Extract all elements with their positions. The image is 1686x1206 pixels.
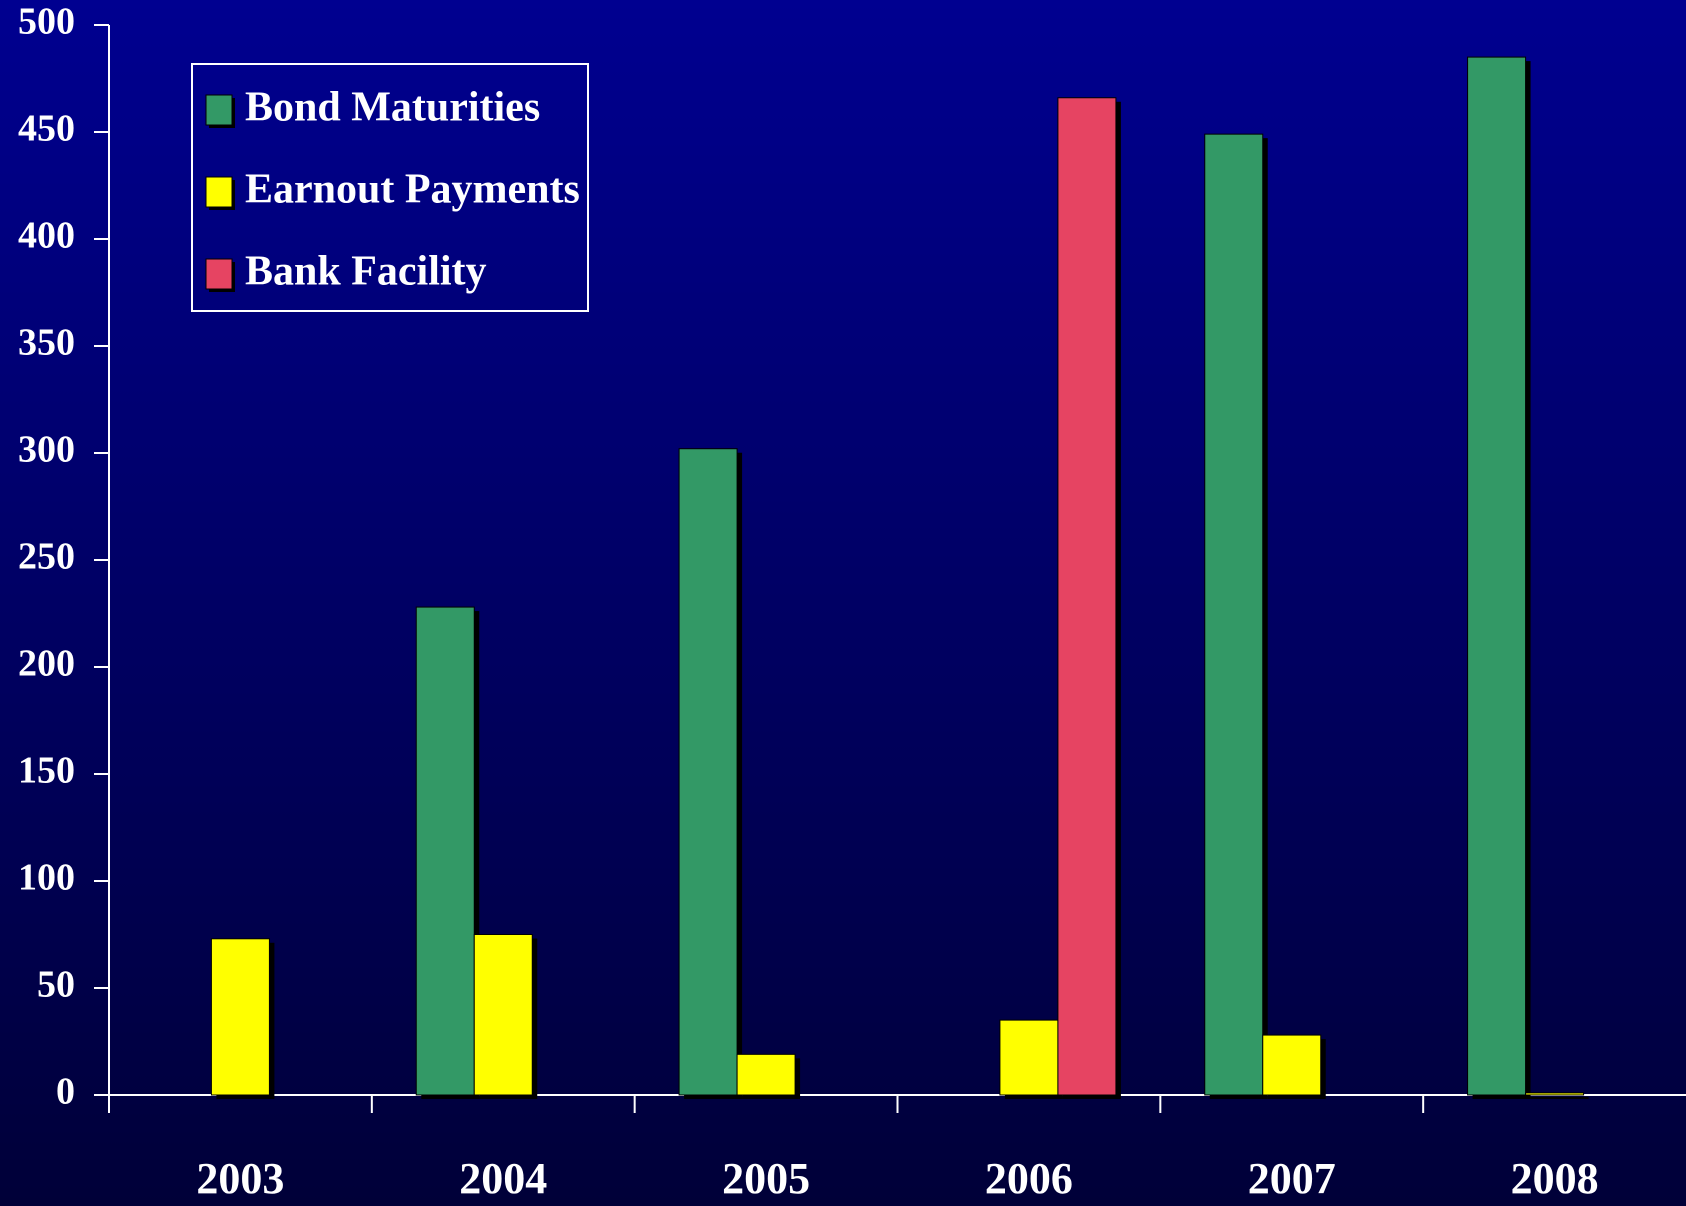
bar — [999, 1019, 1059, 1096]
y-tick-label: 200 — [18, 643, 75, 685]
bar — [678, 448, 738, 1096]
bar — [210, 938, 270, 1096]
y-tick-label: 150 — [18, 750, 75, 792]
y-tick-label: 50 — [37, 964, 75, 1006]
y-tick-label: 400 — [18, 215, 75, 257]
legend-swatch — [205, 176, 233, 208]
x-tick-label: 2007 — [1248, 1154, 1336, 1203]
x-tick-label: 2004 — [459, 1154, 547, 1203]
bar — [1204, 133, 1264, 1096]
legend-label: Bank Facility — [245, 249, 487, 295]
y-tick-label: 500 — [18, 1, 75, 43]
y-tick-label: 0 — [56, 1071, 75, 1113]
bar — [1057, 97, 1117, 1096]
x-tick-label: 2008 — [1511, 1154, 1599, 1203]
bar — [1262, 1034, 1322, 1096]
legend-box — [191, 63, 589, 312]
bar — [736, 1053, 796, 1096]
legend-swatch — [205, 94, 233, 126]
legend-swatch — [205, 258, 233, 290]
bar — [1467, 56, 1527, 1096]
y-tick-label: 300 — [18, 429, 75, 471]
x-tick-label: 2005 — [722, 1154, 810, 1203]
bar — [1525, 1092, 1585, 1096]
bar — [415, 606, 475, 1096]
bar-shadow — [1530, 1096, 1589, 1099]
y-tick-label: 450 — [18, 108, 75, 150]
bar — [473, 934, 533, 1096]
legend-label: Bond Maturities — [245, 85, 540, 131]
x-tick-label: 2006 — [985, 1154, 1073, 1203]
y-tick-label: 250 — [18, 536, 75, 578]
legend-label: Earnout Payments — [245, 167, 580, 213]
x-tick-label: 2003 — [196, 1154, 284, 1203]
y-tick-label: 100 — [18, 857, 75, 899]
y-tick-label: 350 — [18, 322, 75, 364]
